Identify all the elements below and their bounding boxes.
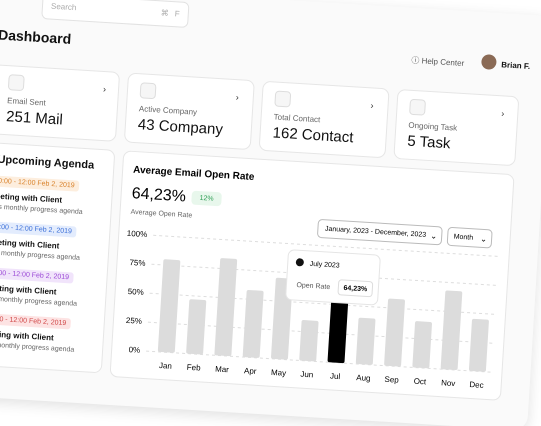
key: F <box>174 9 180 19</box>
x-tick-label: Feb <box>187 363 202 373</box>
agenda-time: 10:00 - 12:00 Feb 2, 2019 <box>0 175 79 192</box>
user-name[interactable]: Brian F. <box>501 60 531 71</box>
x-tick-label: Apr <box>244 366 257 376</box>
x-tick-label: Aug <box>356 373 371 383</box>
card-label: Ongoing Task <box>408 120 458 133</box>
dropdown-chevron: ⌄ <box>430 231 437 240</box>
dropdown-chevron: ⌄ <box>480 234 487 243</box>
bar <box>186 299 207 355</box>
bar <box>355 317 376 365</box>
period-dropdown[interactable] <box>446 227 493 249</box>
chart: Average Email Open Rate 64,23% 12% Average … <box>126 165 499 390</box>
chevron: › <box>102 83 107 95</box>
x-tick-label: Jul <box>330 371 341 381</box>
y-tick-label: 0% <box>128 345 140 355</box>
card-value: 251 Mail <box>5 108 64 129</box>
period-dropdown-text: Month <box>453 234 473 242</box>
bar <box>327 287 349 364</box>
bar <box>468 318 489 372</box>
x-tick-label: Dec <box>469 380 484 390</box>
headline-value: 64,23% <box>131 185 186 205</box>
x-tick-label: Sep <box>384 375 399 385</box>
tooltip-value-box <box>337 279 374 298</box>
avatar <box>480 54 497 70</box>
card-label: Active Company <box>138 104 198 117</box>
agenda-time: 10:00 - 12:00 Feb 2, 2019 <box>0 313 71 330</box>
stat-card[interactable]: › Ongoing Task 5 Task <box>393 88 520 167</box>
agenda-item-desc: This monthly progress agenda <box>0 203 83 216</box>
bar <box>440 290 463 371</box>
grid-line <box>151 263 497 286</box>
key: ⌘ <box>160 8 170 18</box>
card-value: 5 Task <box>406 132 451 153</box>
card-label: Email Sent <box>6 96 47 108</box>
x-tick-label: Nov <box>441 378 456 388</box>
chart-card: Average Email Open Rate 64,23% 12% Average … <box>109 150 515 401</box>
y-tick-label: 25% <box>126 316 143 326</box>
chevron: › <box>370 100 374 111</box>
agenda-item-desc: This monthly progress agenda <box>0 295 78 308</box>
card-value: 43 Company <box>137 116 224 139</box>
grid-line <box>147 321 494 344</box>
bar <box>412 321 432 369</box>
card-icon <box>409 98 427 116</box>
search-placeholder: Search <box>50 1 77 13</box>
agenda-time: 10:00 - 12:00 Feb 2, 2019 <box>0 221 77 238</box>
agenda-card: Upcoming Agenda 10:00 - 12:00 Feb 2, 201… <box>0 141 116 374</box>
grid-line <box>149 292 496 315</box>
bar <box>242 289 264 358</box>
stat-card[interactable]: › Active Company 43 Company <box>123 72 255 151</box>
card-icon <box>274 90 292 108</box>
range-dropdown[interactable] <box>317 219 443 246</box>
card-icon <box>139 82 157 100</box>
x-tick-label: Oct <box>413 377 427 387</box>
agenda-item-desc: This monthly progress agenda <box>0 249 81 262</box>
agenda-item-desc: This monthly progress agenda <box>0 341 75 354</box>
tooltip-value: 64,23% <box>343 285 368 293</box>
x-tick-label: Mar <box>215 364 230 374</box>
card-value: 162 Contact <box>272 124 354 147</box>
help-text: Help Center <box>421 56 465 68</box>
agenda-time: 10:00 - 12:00 Feb 2, 2019 <box>0 267 74 284</box>
chevron: › <box>235 92 240 103</box>
change-value: 12% <box>199 195 213 203</box>
agenda-item-title: Meeting with Client <box>0 328 54 343</box>
stat-card[interactable]: › Email Sent 251 Mail <box>0 63 121 142</box>
bar <box>214 258 238 357</box>
tooltip-title: July 2023 <box>310 261 340 270</box>
headline-label: Average Open Rate <box>130 209 192 220</box>
page-title: Dashboard <box>0 26 72 47</box>
y-tick-label: 100% <box>127 229 148 239</box>
agenda-item-title: Meeting with Client <box>0 237 60 251</box>
change-badge <box>191 190 222 207</box>
card-label: Total Contact <box>273 112 321 125</box>
agenda-title: Upcoming Agenda <box>0 153 95 172</box>
bar <box>157 259 181 353</box>
agenda-item-title: Meeting with Client <box>0 191 63 205</box>
x-tick-label: May <box>271 368 287 378</box>
help-icon: ⓘ <box>411 55 420 66</box>
help-link[interactable]: ⓘ Help Center <box>411 55 464 69</box>
card-icon <box>7 74 25 92</box>
chart-title: Average Email Open Rate <box>133 165 255 183</box>
grid-line <box>146 350 492 373</box>
stat-card[interactable]: › Total Contact 162 Contact <box>258 80 390 159</box>
x-tick-label: Jan <box>159 361 172 371</box>
grid-line <box>153 234 499 257</box>
search-box[interactable]: Search ⌘ F <box>41 0 190 29</box>
y-tick-label: 75% <box>129 258 146 268</box>
chevron: › <box>501 108 505 119</box>
tooltip-icon <box>295 258 304 267</box>
bar <box>384 298 405 367</box>
bar <box>299 320 319 362</box>
tooltip-label: Open Rate <box>296 282 330 291</box>
agenda-item-title: Meeting with Client <box>0 283 57 297</box>
y-tick-label: 50% <box>127 287 144 297</box>
x-tick-label: Jun <box>300 370 313 380</box>
